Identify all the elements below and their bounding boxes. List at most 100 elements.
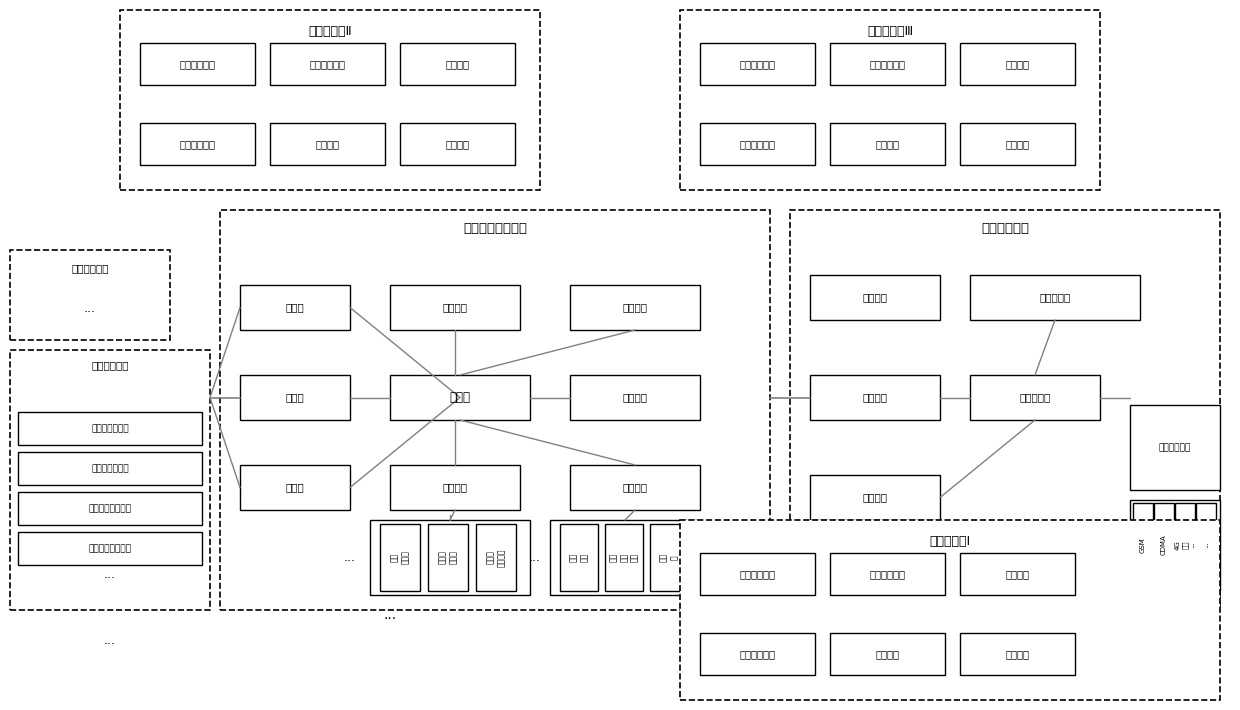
- FancyBboxPatch shape: [241, 375, 350, 420]
- Text: 消防
应急
广播: 消防 应急 广播: [609, 553, 639, 562]
- FancyBboxPatch shape: [19, 412, 202, 445]
- Text: 环境检测模块: 环境检测模块: [739, 649, 775, 659]
- FancyBboxPatch shape: [379, 524, 420, 591]
- Text: 电源模块: 电源模块: [622, 302, 647, 312]
- FancyBboxPatch shape: [241, 465, 350, 510]
- Text: 火灾
警报器: 火灾 警报器: [391, 550, 409, 564]
- Text: 处理器: 处理器: [449, 391, 470, 404]
- FancyBboxPatch shape: [476, 524, 516, 591]
- Text: 编码器: 编码器: [285, 302, 304, 312]
- FancyBboxPatch shape: [1130, 405, 1220, 490]
- FancyBboxPatch shape: [270, 43, 384, 85]
- Text: ...: ...: [529, 551, 541, 564]
- Text: 编码器: 编码器: [285, 393, 304, 403]
- FancyBboxPatch shape: [960, 633, 1075, 675]
- Text: 消防机器人Ⅱ: 消防机器人Ⅱ: [309, 25, 352, 38]
- Text: 储存服务器: 储存服务器: [1039, 293, 1070, 302]
- FancyBboxPatch shape: [1130, 500, 1220, 590]
- Text: GSM: GSM: [1140, 537, 1146, 553]
- Text: 通信端口: 通信端口: [863, 393, 888, 403]
- FancyBboxPatch shape: [401, 43, 515, 85]
- Text: 灭火模块: 灭火模块: [1006, 59, 1029, 69]
- Text: 环境检测模块: 环境检测模块: [180, 139, 216, 149]
- Text: 火灾报警控制单元: 火灾报警控制单元: [463, 222, 527, 234]
- Text: 显示模块: 显示模块: [863, 293, 888, 302]
- FancyBboxPatch shape: [790, 210, 1220, 610]
- Text: 驱动模块: 驱动模块: [1006, 649, 1029, 659]
- FancyBboxPatch shape: [140, 123, 255, 165]
- FancyBboxPatch shape: [960, 553, 1075, 595]
- Text: 驱动模块: 驱动模块: [445, 139, 470, 149]
- Text: 电源模块: 电源模块: [863, 493, 888, 503]
- FancyBboxPatch shape: [701, 553, 815, 595]
- FancyBboxPatch shape: [701, 633, 815, 675]
- FancyBboxPatch shape: [830, 553, 945, 595]
- FancyBboxPatch shape: [680, 10, 1100, 190]
- Text: 集群处理器: 集群处理器: [1019, 393, 1050, 403]
- FancyBboxPatch shape: [1154, 503, 1174, 587]
- Text: ...: ...: [104, 633, 117, 647]
- FancyBboxPatch shape: [241, 285, 350, 330]
- Text: 驱动模块: 驱动模块: [1006, 139, 1029, 149]
- FancyBboxPatch shape: [680, 520, 1220, 700]
- Text: 消防联
动控制台: 消防联 动控制台: [486, 548, 506, 567]
- FancyBboxPatch shape: [810, 475, 940, 520]
- Text: 灭火模块: 灭火模块: [1006, 569, 1029, 579]
- Text: 联动模块: 联动模块: [443, 483, 467, 493]
- FancyBboxPatch shape: [370, 520, 529, 595]
- Text: 对讲
电话: 对讲 电话: [569, 553, 589, 562]
- Text: CDMA: CDMA: [1161, 535, 1167, 555]
- FancyBboxPatch shape: [560, 524, 598, 591]
- Text: 导航避障模块: 导航避障模块: [310, 59, 346, 69]
- Text: ...: ...: [343, 551, 356, 564]
- FancyBboxPatch shape: [551, 520, 701, 595]
- Text: ...: ...: [383, 608, 397, 622]
- FancyBboxPatch shape: [10, 350, 210, 610]
- FancyBboxPatch shape: [960, 43, 1075, 85]
- Text: 导航避障模块: 导航避障模块: [869, 59, 905, 69]
- Text: 电源模块: 电源模块: [875, 649, 899, 659]
- Text: 火灾探测单元: 火灾探测单元: [92, 361, 129, 371]
- FancyBboxPatch shape: [391, 285, 520, 330]
- Text: 编码器: 编码器: [285, 483, 304, 493]
- FancyBboxPatch shape: [810, 275, 940, 320]
- Text: 消防广
播系统: 消防广 播系统: [438, 550, 458, 564]
- FancyBboxPatch shape: [1176, 503, 1195, 587]
- Text: 信息交互模块: 信息交互模块: [739, 59, 775, 69]
- Text: 导航避障模块: 导航避障模块: [869, 569, 905, 579]
- FancyBboxPatch shape: [140, 43, 255, 85]
- FancyBboxPatch shape: [391, 375, 529, 420]
- Text: 集群控制单元: 集群控制单元: [981, 222, 1029, 234]
- Text: 环境检测模块: 环境检测模块: [739, 139, 775, 149]
- FancyBboxPatch shape: [970, 275, 1140, 320]
- Text: 喷淋
泵: 喷淋 泵: [660, 553, 678, 562]
- Text: 通信接口: 通信接口: [622, 393, 647, 403]
- FancyBboxPatch shape: [120, 10, 539, 190]
- FancyBboxPatch shape: [830, 43, 945, 85]
- Text: 控制模块: 控制模块: [622, 483, 647, 493]
- FancyBboxPatch shape: [391, 465, 520, 510]
- FancyBboxPatch shape: [970, 375, 1100, 420]
- FancyBboxPatch shape: [570, 285, 701, 330]
- FancyBboxPatch shape: [570, 465, 701, 510]
- FancyBboxPatch shape: [219, 210, 770, 610]
- FancyBboxPatch shape: [10, 250, 170, 340]
- FancyBboxPatch shape: [401, 123, 515, 165]
- Text: 电源模块: 电源模块: [875, 139, 899, 149]
- Text: ...: ...: [1203, 542, 1209, 548]
- FancyBboxPatch shape: [1133, 503, 1153, 587]
- FancyBboxPatch shape: [270, 123, 384, 165]
- FancyBboxPatch shape: [830, 123, 945, 165]
- FancyBboxPatch shape: [960, 123, 1075, 165]
- FancyBboxPatch shape: [570, 375, 701, 420]
- Text: 编址感温探测器: 编址感温探测器: [92, 464, 129, 473]
- FancyBboxPatch shape: [19, 492, 202, 525]
- FancyBboxPatch shape: [428, 524, 467, 591]
- FancyBboxPatch shape: [19, 532, 202, 565]
- Text: 信息交互模块: 信息交互模块: [1159, 443, 1192, 452]
- Text: 编址可燃气探测器: 编址可燃气探测器: [88, 504, 131, 513]
- Text: 编址感烟探测器: 编址感烟探测器: [92, 424, 129, 433]
- Text: 消防机器人Ⅰ: 消防机器人Ⅰ: [930, 535, 971, 548]
- Text: ...: ...: [84, 302, 95, 315]
- FancyBboxPatch shape: [650, 524, 688, 591]
